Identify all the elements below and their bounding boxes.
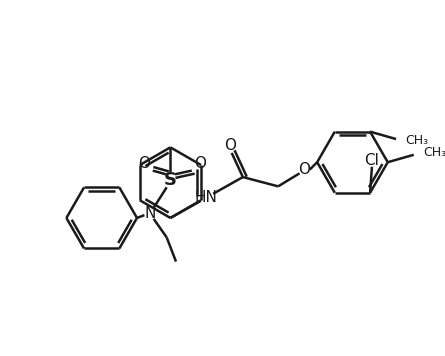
Text: O: O: [298, 162, 310, 177]
Text: CH₃: CH₃: [405, 135, 429, 147]
Text: S: S: [164, 171, 177, 189]
Text: O: O: [194, 156, 206, 171]
Text: N: N: [144, 206, 156, 221]
Text: HN: HN: [194, 190, 217, 205]
Text: Cl: Cl: [364, 153, 380, 168]
Text: CH₃: CH₃: [423, 146, 445, 159]
Text: O: O: [138, 156, 150, 171]
Text: O: O: [224, 138, 236, 153]
